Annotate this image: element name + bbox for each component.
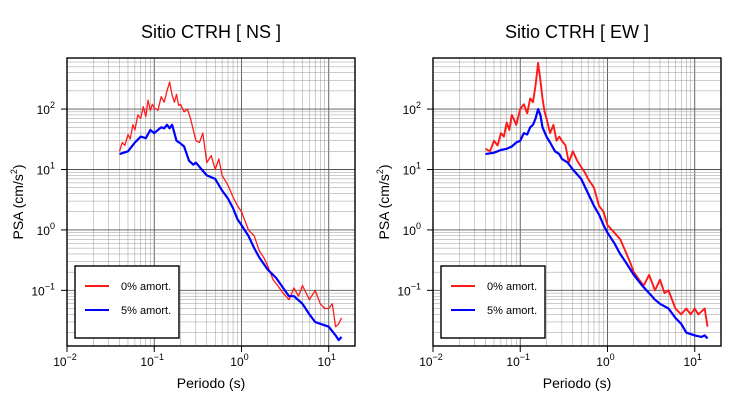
x-tick-base: 10 (684, 355, 698, 369)
series-line-damped (119, 123, 343, 342)
y-tick-label: 10−1 (31, 281, 55, 298)
x-axis-label: Periodo (s) (543, 375, 611, 391)
plot-frame (432, 57, 722, 347)
x-axis-label: Periodo (s) (177, 375, 245, 391)
chart-title: Sitio CTRH [ NS ] (141, 22, 281, 42)
y-tick-label: 100 (403, 221, 421, 238)
y-tick-exp: −1 (411, 281, 421, 291)
y-tick-exp: −1 (45, 281, 55, 291)
y-tick-base: 10 (403, 224, 417, 238)
y-tick-base: 10 (403, 103, 417, 117)
y-tick-label: 10−1 (397, 281, 421, 298)
y-tick-base: 10 (397, 284, 411, 298)
x-tick-exp: 0 (610, 352, 615, 362)
series-line-undamped (485, 61, 709, 327)
x-tick-base: 10 (506, 355, 520, 369)
y-tick-exp: 0 (416, 221, 421, 231)
y-tick-exp: 1 (416, 160, 421, 170)
y-tick-label: 101 (37, 160, 55, 177)
y-tick-label: 101 (403, 160, 421, 177)
x-tick-exp: 1 (697, 352, 702, 362)
x-tick-base: 10 (230, 355, 244, 369)
y-tick-exp: 2 (416, 100, 421, 110)
panel-ew: Sitio CTRH [ EW ]10−2 10−1 100 10110−110010… (375, 22, 722, 391)
x-tick-base: 10 (53, 355, 67, 369)
x-tick-exp: −1 (154, 352, 164, 362)
y-tick-base: 10 (31, 284, 45, 298)
x-tick-label: 10−1 (140, 352, 164, 369)
x-tick-exp: −1 (520, 352, 530, 362)
y-axis-label-main: PSA (cm/s (376, 174, 392, 239)
series-line-undamped (118, 81, 343, 328)
x-tick-label: 101 (318, 352, 336, 369)
y-axis-label: PSA (cm/s2) (9, 164, 26, 239)
panel-ns: Sitio CTRH [ NS ]10−2 10−1 100 10110−110010… (9, 22, 356, 391)
x-tick-label: 101 (684, 352, 702, 369)
x-tick-base: 10 (140, 355, 154, 369)
y-axis-label-tail: ) (376, 164, 392, 169)
y-tick-base: 10 (37, 224, 51, 238)
y-axis-label-main: PSA (cm/s (10, 174, 26, 239)
y-axis-label-tail: ) (10, 164, 26, 169)
legend-label: 5% amort. (121, 305, 171, 317)
plot-frame (66, 57, 356, 347)
x-tick-base: 10 (419, 355, 433, 369)
y-tick-label: 100 (37, 221, 55, 238)
y-tick-base: 10 (37, 103, 51, 117)
x-tick-exp: −2 (67, 352, 77, 362)
x-tick-exp: 1 (331, 352, 336, 362)
y-axis-label-sup: 2 (9, 169, 19, 174)
legend-label: 5% amort. (487, 305, 537, 317)
y-axis-label: PSA (cm/s2) (375, 164, 392, 239)
legend: 0% amort. 5% amort. (440, 265, 546, 339)
x-tick-base: 10 (596, 355, 610, 369)
x-tick-label: 100 (596, 352, 614, 369)
y-tick-base: 10 (37, 163, 51, 177)
y-tick-label: 102 (403, 100, 421, 117)
y-axis-label-sup: 2 (375, 169, 385, 174)
x-tick-base: 10 (318, 355, 332, 369)
y-tick-label: 102 (37, 100, 55, 117)
y-tick-base: 10 (403, 163, 417, 177)
x-tick-label: 10−2 (53, 352, 77, 369)
legend: 0% amort. 5% amort. (74, 265, 180, 339)
chart-title: Sitio CTRH [ EW ] (505, 22, 649, 42)
y-tick-exp: 0 (50, 221, 55, 231)
legend-box (440, 265, 546, 339)
x-tick-exp: −2 (433, 352, 443, 362)
x-tick-exp: 0 (244, 352, 249, 362)
legend-box (74, 265, 180, 339)
grid (66, 57, 356, 346)
y-tick-exp: 1 (50, 160, 55, 170)
x-tick-label: 10−2 (419, 352, 443, 369)
x-tick-label: 10−1 (506, 352, 530, 369)
legend-label: 0% amort. (121, 281, 171, 293)
x-tick-label: 100 (230, 352, 248, 369)
y-tick-exp: 2 (50, 100, 55, 110)
legend-label: 0% amort. (487, 281, 537, 293)
series-line-damped (485, 107, 709, 340)
